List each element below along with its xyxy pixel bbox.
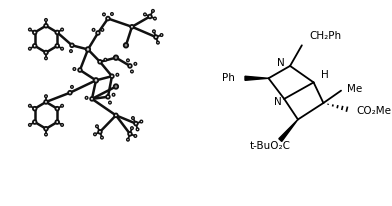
Circle shape: [128, 64, 132, 68]
Circle shape: [136, 128, 139, 131]
Circle shape: [61, 124, 64, 126]
Circle shape: [127, 59, 129, 62]
Circle shape: [94, 78, 98, 83]
Circle shape: [140, 120, 143, 123]
Circle shape: [143, 13, 146, 16]
Text: Ph: Ph: [222, 73, 235, 83]
Circle shape: [29, 124, 31, 126]
Text: H: H: [321, 70, 328, 80]
Circle shape: [55, 31, 59, 34]
Circle shape: [98, 130, 102, 134]
Circle shape: [33, 107, 36, 110]
Circle shape: [71, 86, 73, 88]
Circle shape: [101, 136, 103, 139]
Circle shape: [152, 10, 154, 12]
Circle shape: [55, 120, 59, 124]
Circle shape: [44, 100, 48, 104]
Circle shape: [86, 47, 90, 52]
Circle shape: [45, 57, 47, 60]
Circle shape: [29, 104, 31, 107]
Circle shape: [114, 84, 118, 89]
Circle shape: [132, 117, 134, 119]
Circle shape: [154, 35, 158, 39]
Circle shape: [106, 17, 110, 20]
Circle shape: [33, 44, 36, 48]
Circle shape: [134, 122, 138, 125]
Circle shape: [45, 133, 47, 136]
Circle shape: [104, 59, 107, 61]
Circle shape: [61, 47, 64, 50]
Circle shape: [85, 96, 88, 99]
Circle shape: [45, 95, 47, 97]
Circle shape: [29, 28, 31, 31]
Text: CH₂Ph: CH₂Ph: [310, 31, 342, 41]
Circle shape: [44, 51, 48, 54]
Circle shape: [92, 28, 95, 31]
Circle shape: [94, 133, 96, 136]
Circle shape: [157, 41, 159, 44]
Circle shape: [61, 28, 64, 31]
Polygon shape: [245, 76, 269, 80]
Circle shape: [55, 107, 59, 110]
Circle shape: [103, 13, 105, 16]
Circle shape: [114, 114, 118, 117]
Circle shape: [160, 34, 163, 36]
Circle shape: [44, 24, 48, 28]
Circle shape: [152, 30, 155, 33]
Circle shape: [44, 127, 48, 131]
Polygon shape: [279, 119, 298, 142]
Circle shape: [106, 95, 110, 99]
Circle shape: [90, 97, 94, 101]
Circle shape: [96, 125, 98, 128]
Circle shape: [70, 50, 72, 53]
Circle shape: [110, 74, 114, 78]
Circle shape: [128, 132, 132, 136]
Circle shape: [98, 60, 102, 64]
Circle shape: [124, 43, 128, 48]
Circle shape: [134, 63, 137, 65]
Circle shape: [130, 25, 134, 29]
Circle shape: [101, 28, 103, 31]
Circle shape: [127, 138, 129, 141]
Text: N: N: [274, 97, 281, 107]
Circle shape: [111, 13, 113, 15]
Circle shape: [68, 91, 72, 95]
Circle shape: [73, 68, 76, 70]
Text: Me: Me: [347, 84, 362, 94]
Circle shape: [134, 135, 137, 137]
Circle shape: [109, 101, 111, 104]
Circle shape: [70, 43, 74, 47]
Circle shape: [96, 31, 100, 35]
Circle shape: [61, 104, 64, 107]
Circle shape: [148, 15, 152, 18]
Circle shape: [55, 44, 59, 48]
Circle shape: [154, 17, 156, 20]
Text: CO₂Me: CO₂Me: [357, 106, 392, 116]
Circle shape: [131, 70, 133, 73]
Circle shape: [114, 55, 118, 60]
Circle shape: [112, 94, 115, 96]
Circle shape: [131, 127, 133, 130]
Text: t-BuO₂C: t-BuO₂C: [250, 141, 291, 151]
Circle shape: [116, 73, 119, 76]
Circle shape: [33, 120, 36, 124]
Circle shape: [45, 19, 47, 21]
Circle shape: [78, 68, 82, 72]
Circle shape: [33, 30, 36, 34]
Text: N: N: [278, 58, 285, 68]
Circle shape: [29, 47, 31, 50]
